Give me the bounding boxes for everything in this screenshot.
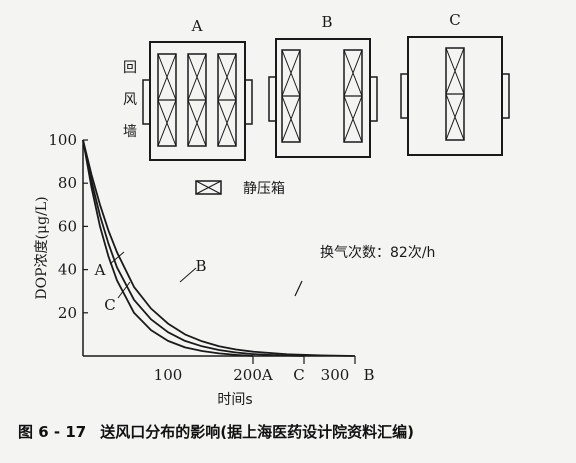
plenum-box <box>187 53 207 147</box>
annotation-text: 换气次数：82次/h <box>320 244 435 261</box>
curve-labels: AC B <box>94 251 207 314</box>
end-label-a: 200A <box>233 366 273 384</box>
curve-leader-line <box>117 281 131 299</box>
room-label-a: A <box>191 17 203 35</box>
curve-label-b: B <box>195 257 206 275</box>
curve-leader-line <box>179 267 197 283</box>
curve-c <box>82 139 305 357</box>
curves <box>82 139 356 364</box>
curve-label-a: A <box>94 261 106 279</box>
figure-caption: 图 6 - 17 送风口分布的影响(据上海医药设计院资料汇编) <box>18 421 558 442</box>
y-tick-label: 60 <box>58 217 77 235</box>
x-tick-label: 300 <box>321 366 350 384</box>
legend-plenum-icon <box>195 180 222 195</box>
curve-a <box>82 139 254 357</box>
plenum-box <box>217 53 237 147</box>
plenum-box <box>281 49 301 143</box>
room-a <box>142 41 253 161</box>
legend-label: 静压箱 <box>243 181 285 197</box>
room-c <box>400 36 510 156</box>
room-diagrams: A B C 回 风 墙 <box>123 11 510 197</box>
plenum-box <box>157 53 177 147</box>
curve-b <box>82 139 356 357</box>
room-label-b: B <box>321 13 332 31</box>
y-tick-label: 100 <box>48 131 77 149</box>
caption-text: 送风口分布的影响(据上海医药设计院资料汇编) <box>100 423 414 441</box>
room-b <box>268 38 378 158</box>
curve-leader-line <box>109 251 125 265</box>
wall-label-2: 风 <box>123 92 137 108</box>
wall-label-1: 回 <box>123 60 137 76</box>
y-ticks: 20 40 60 80 100 <box>48 131 88 322</box>
x-axis-label: 时间s <box>217 392 252 408</box>
caption-number: 图 6 - 17 <box>18 423 87 441</box>
end-label-b: B <box>363 366 374 384</box>
y-axis-label: DOP浓度(μg/L) <box>34 196 50 299</box>
legend: 静压箱 <box>195 180 285 197</box>
x-tick-label: 100 <box>154 366 183 384</box>
y-tick-label: 80 <box>58 174 77 192</box>
curve-label-c: C <box>104 296 115 314</box>
y-tick-label: 40 <box>58 261 77 279</box>
annotation-mark <box>294 280 303 297</box>
chart: DOP浓度(μg/L) 时间s 20 40 60 80 100 100 300 200A C B… <box>34 131 435 408</box>
x-ticks: 100 300 200A C B <box>154 366 375 384</box>
annotation: 换气次数：82次/h <box>294 244 435 297</box>
end-label-c: C <box>293 366 304 384</box>
y-tick-label: 20 <box>58 304 77 322</box>
wall-label-3: 墙 <box>123 124 137 140</box>
plenum-box <box>343 49 363 143</box>
room-label-c: C <box>449 11 460 29</box>
plenum-box <box>445 47 465 141</box>
